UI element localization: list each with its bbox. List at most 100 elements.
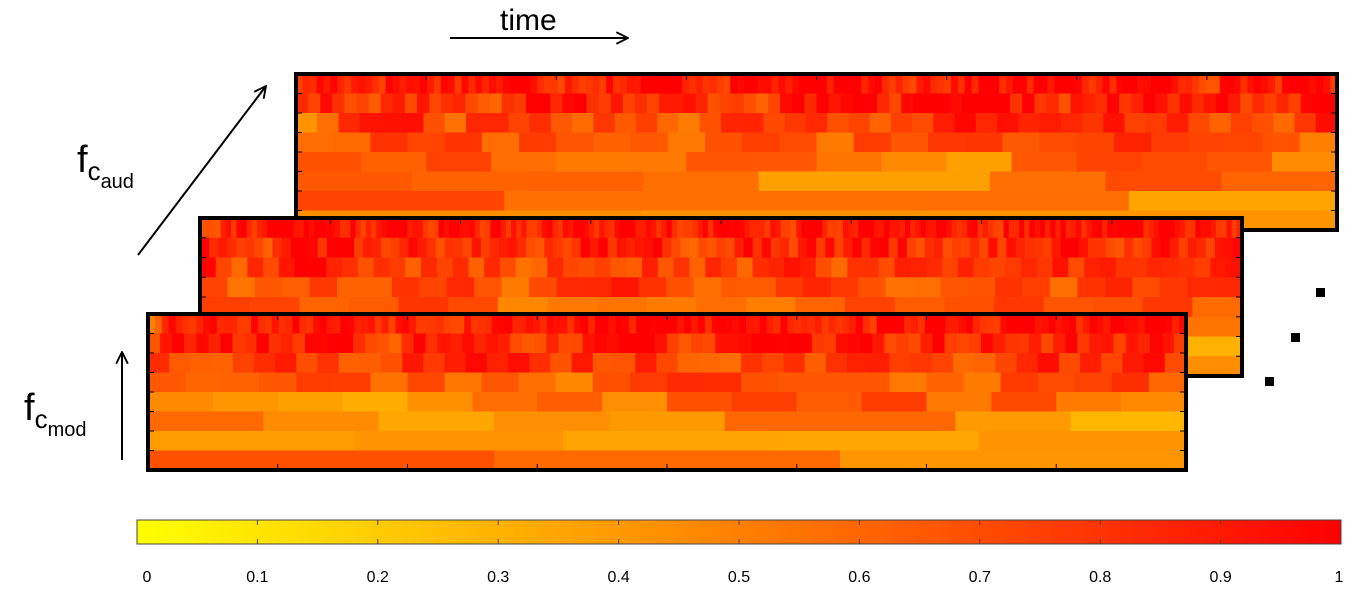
spectrogram-cell [1124, 113, 1147, 134]
spectrogram-cell [723, 74, 731, 95]
spectrogram-cell [288, 218, 294, 239]
spectrogram-cell [521, 218, 528, 239]
spectrogram-cell [593, 113, 616, 134]
spectrogram-cell [454, 218, 460, 239]
spectrogram-cell [244, 333, 258, 354]
spectrogram-cell [614, 218, 621, 239]
spectrogram-cell [719, 353, 742, 374]
spectrogram-cell [905, 218, 911, 239]
spectrogram-cell [363, 237, 373, 259]
spectrogram-cell [720, 113, 743, 134]
spectrogram-cell [585, 74, 594, 95]
spectrogram-cell [721, 277, 750, 298]
spectrogram-cell [678, 113, 701, 134]
spectrogram-cell [723, 218, 730, 239]
spectrogram-cell [417, 237, 428, 259]
spectrogram-cell [1236, 218, 1243, 239]
spectrogram-cell [1288, 74, 1297, 95]
spectrogram-cell [1027, 314, 1036, 335]
spectrogram-cell [695, 93, 709, 114]
spectrogram-cell [1316, 74, 1324, 95]
spectrogram-cell [486, 353, 509, 374]
spectrogram-cell [822, 218, 828, 239]
spectrogram-cell [743, 237, 754, 259]
spectrogram-cell [570, 333, 584, 354]
spectrogram-cell [861, 237, 872, 259]
spectrogram-cell [991, 392, 1057, 413]
spectrogram-cell [553, 237, 564, 259]
spectrogram-cell [638, 277, 667, 298]
spectrogram-cell [344, 74, 352, 95]
spectrogram-cell [1173, 333, 1187, 354]
spectrogram-cell [422, 314, 431, 335]
spectrogram-cell [1095, 74, 1104, 95]
spectrogram-cell [364, 74, 373, 95]
spectrogram-cell [209, 314, 218, 335]
spectrogram-cell [901, 93, 914, 114]
spectrogram-cell [758, 171, 875, 192]
spectrogram-cell [912, 277, 941, 298]
spectrogram-cell [502, 74, 511, 95]
spectrogram-cell [436, 314, 445, 335]
spectrogram-cell [1091, 218, 1098, 239]
spectrogram-cell [285, 314, 293, 335]
spectrogram-cell [1141, 152, 1208, 173]
spectrogram-cell [592, 74, 600, 95]
spectrogram-cell [473, 333, 487, 354]
spectrogram-cell [785, 218, 792, 239]
spectrogram-cell [537, 74, 545, 95]
spectrogram-cell [1169, 218, 1176, 239]
spectrogram-cell [246, 218, 253, 239]
spectrogram-cell [452, 257, 469, 278]
spectrogram-cell [998, 93, 1011, 114]
spectrogram-cell [1034, 218, 1041, 239]
spectrogram-cell [484, 314, 493, 335]
spectrogram-cell [148, 372, 186, 393]
spectrogram-cell [1105, 171, 1222, 192]
spectrogram-cell [1228, 93, 1241, 114]
spectrogram-cell [1107, 93, 1120, 114]
spectrogram-cell [399, 237, 409, 259]
spectrogram-cell [930, 218, 937, 239]
colorbar-tick-label: 0.6 [848, 569, 870, 586]
spectrogram-cell [1131, 314, 1139, 335]
spectrogram-cell [899, 218, 906, 239]
spectrogram-cell [453, 237, 464, 259]
spectrogram-cell [993, 218, 999, 239]
spectrogram-cell [709, 74, 718, 95]
spectrogram-cell [938, 314, 947, 335]
spectrogram-cell [751, 74, 759, 95]
spectrogram-cell [986, 314, 995, 335]
spectrogram-cell [594, 333, 608, 354]
colorbar-tick-label: 0.4 [607, 569, 629, 586]
spectrogram-cell [500, 218, 507, 239]
spectrogram-cell [1024, 218, 1031, 239]
spectrogram-cell [629, 372, 668, 393]
spectrogram-cell [972, 218, 979, 239]
spectrogram-cell [763, 333, 777, 354]
spectrogram-cell [516, 74, 525, 95]
spectrogram-cell [1065, 218, 1072, 239]
spectrogram-cell [293, 218, 300, 239]
spectrogram-cell [642, 333, 656, 354]
spectrogram-cell [361, 314, 369, 335]
spectrogram-cell [860, 333, 873, 354]
spectrogram-cell [489, 93, 503, 114]
spectrogram-cell [662, 237, 672, 259]
spectrogram-cell [527, 171, 644, 192]
spectrogram-cell [847, 257, 864, 278]
spectrogram-cell [504, 191, 713, 212]
spectrogram-cell [910, 218, 917, 239]
spectrogram-cell [864, 93, 878, 114]
spectrogram-cell [673, 257, 691, 278]
spectrogram-cell [578, 74, 587, 95]
colorbar-tick-label: 0 [143, 569, 152, 586]
spectrogram-cell [1143, 218, 1150, 239]
spectrogram-cell [670, 314, 678, 335]
spectrogram-cell [351, 74, 359, 95]
spectrogram-cell [885, 277, 914, 298]
colorbar-tick-label: 0.2 [367, 569, 389, 586]
spectrogram-cell [1026, 74, 1035, 95]
spectrogram-cell [618, 333, 632, 354]
spectrogram-cell [661, 74, 669, 95]
